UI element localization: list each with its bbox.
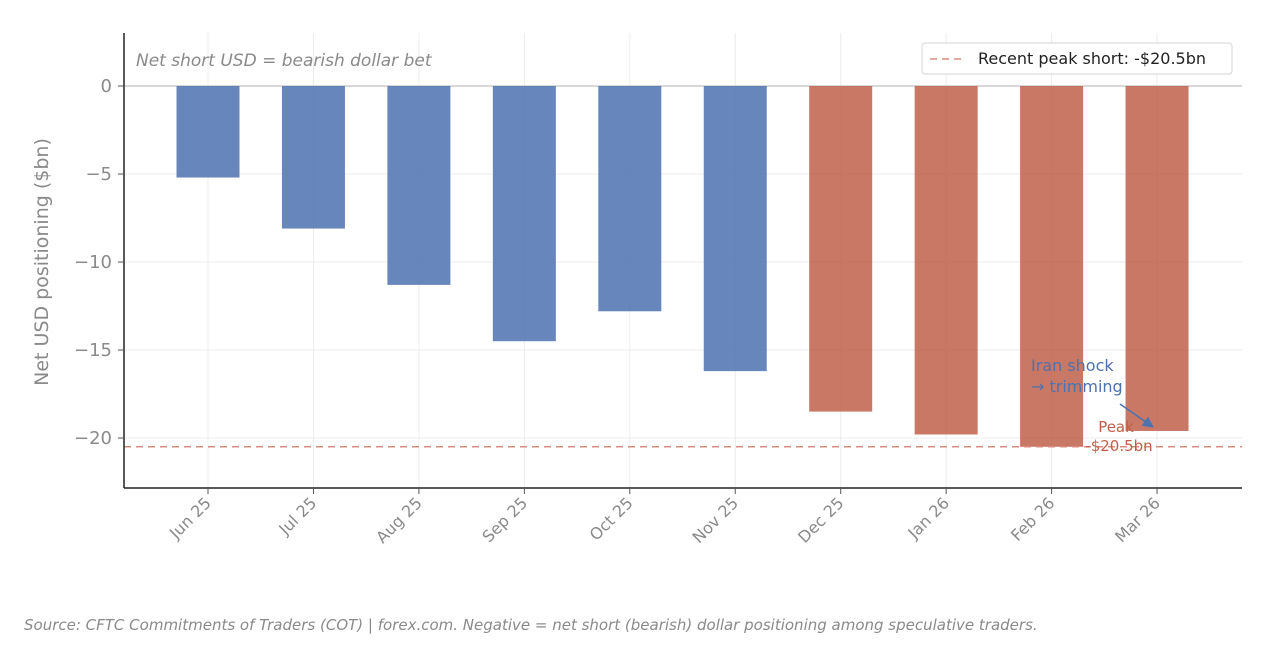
x-tick-label: Oct 25 [586,493,637,544]
corner-note: Net short USD = bearish dollar bet [136,51,433,71]
x-tick-label: Jan 26 [903,493,953,543]
y-tick-label: −15 [74,340,112,361]
annotation-iran-shock: Iran shock → trimming [1031,356,1154,428]
y-axis-label: Net USD positioning ($bn) [31,138,53,386]
annotation-arrow [1119,403,1154,428]
annotation-peak: Peak -$20.5bn [1085,418,1152,455]
y-tick-label: −20 [74,428,112,449]
y-axis-ticks: 0 −5 −10 −15 −20 [74,76,124,449]
bar-feb-26 [1020,86,1084,447]
y-tick-label: −5 [85,164,112,185]
x-tick-label: Mar 26 [1111,493,1164,546]
legend-label: Recent peak short: -$20.5bn [978,49,1206,68]
y-tick-label: 0 [101,76,112,97]
bar-oct-25 [598,86,662,312]
x-tick-label: Aug 25 [372,493,426,547]
bar-jul-25 [281,86,345,229]
bar-aug-25 [387,86,451,285]
bar-nov-25 [703,86,767,372]
legend: Recent peak short: -$20.5bn [921,42,1233,75]
bar-dec-25 [809,86,873,412]
annotation-peak-line-2: -$20.5bn [1085,437,1152,455]
legend-box [921,42,1233,75]
x-tick-label: Nov 25 [689,493,743,547]
x-tick-label: Sep 25 [478,493,531,546]
x-tick-label: Jul 25 [274,493,320,539]
annotation-iran-line-2: → trimming [1031,377,1123,396]
x-tick-label: Dec 25 [794,493,847,546]
annotation-iran-line-1: Iran shock [1031,356,1114,375]
x-axis-ticks: Jun 25 Jul 25 Aug 25 Sep 25 Oct 25 Nov 25 Dec … [165,488,1164,547]
source-footnote: Source: CFTC Commitments of Traders (COT… [24,616,1038,634]
x-tick-label: Jun 25 [165,493,215,543]
bar-jan-26 [914,86,978,435]
axes [123,33,1242,489]
x-tick-label: Feb 26 [1007,493,1058,544]
annotation-peak-line-1: Peak [1098,418,1134,436]
bar-sep-25 [492,86,556,342]
bar-series [176,86,1189,447]
y-tick-label: −10 [74,252,112,273]
bar-mar-26 [1125,86,1189,431]
bar-jun-25 [176,86,240,178]
